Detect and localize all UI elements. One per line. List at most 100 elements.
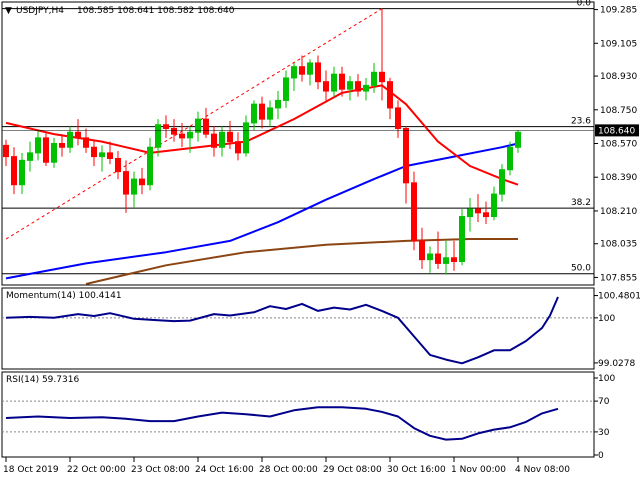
time-tick-label: 18 Oct 2019 <box>3 465 59 475</box>
candle-body <box>139 178 145 186</box>
price-axis: 109.285 109.105 108.930 108.750 108.570 108.3… <box>594 6 639 283</box>
candle-body <box>195 118 201 133</box>
price-panel-frame <box>1 1 595 286</box>
candle-body <box>315 62 321 83</box>
candle-body <box>203 118 209 135</box>
time-tick-label: 4 Nov 08:00 <box>515 465 570 475</box>
momentum-title: Momentum(14) 100.4141 <box>6 291 122 301</box>
price-tick-label: 108.570 <box>600 140 637 150</box>
candle-body <box>59 143 65 148</box>
momentum-panel-frame <box>1 287 595 370</box>
candle-body <box>243 122 249 154</box>
chart-symbol: USDJPY,H4 <box>16 6 64 16</box>
candle-body <box>299 66 305 75</box>
sma-slow-line <box>85 238 518 285</box>
candle-body <box>267 107 273 120</box>
candle-body <box>291 66 297 79</box>
time-tick-label: 29 Oct 08:00 <box>323 465 382 475</box>
candle-body <box>99 152 105 158</box>
candle-body <box>507 146 513 171</box>
candle-body <box>387 81 393 109</box>
candle-body <box>355 81 361 92</box>
candle-body <box>115 157 121 173</box>
candle-body <box>307 62 313 75</box>
time-axis: 18 Oct 2019 22 Oct 00:00 23 Oct 08:00 24 Oc… <box>3 457 570 475</box>
candle-body <box>483 212 489 218</box>
candle-body <box>91 146 97 158</box>
candle-body <box>83 137 89 148</box>
candle-body <box>75 131 81 139</box>
candle-body <box>347 81 353 90</box>
candle-body <box>331 73 337 92</box>
candle-body <box>419 240 425 261</box>
time-tick-label: 23 Oct 08:00 <box>131 465 190 475</box>
candle-body <box>451 257 457 263</box>
fib-level-label: 0.0 <box>577 0 592 9</box>
candle-body <box>123 171 129 195</box>
candle-body <box>459 216 465 263</box>
candle-body <box>275 99 281 109</box>
candle-body <box>395 107 401 130</box>
time-tick-label: 28 Oct 00:00 <box>259 465 318 475</box>
candle-body <box>363 84 369 92</box>
candle-body <box>515 131 521 148</box>
rsi-tick-label: 0 <box>598 451 604 461</box>
candle-body <box>435 253 441 264</box>
candle-body <box>155 124 161 148</box>
fib-level-label: 50.0 <box>571 264 591 274</box>
rsi-tick-label: 30 <box>598 428 610 438</box>
candle-body <box>339 73 345 90</box>
candle-body <box>227 131 233 143</box>
price-tick-label: 108.750 <box>600 106 637 116</box>
rsi-title: RSI(14) 59.7316 <box>6 375 79 385</box>
candle-body <box>107 152 113 159</box>
candle-body <box>27 152 33 161</box>
price-tick-label: 107.855 <box>600 273 637 283</box>
price-series <box>2 8 594 285</box>
momentum-tick-label: 100 <box>598 314 615 324</box>
fib-level-label: 38.2 <box>571 198 591 208</box>
momentum-tick-label: 100.4801 <box>598 292 640 302</box>
candle-body <box>187 131 193 139</box>
rsi-indicator: 100 70 30 0 <box>2 374 615 461</box>
candle-body <box>11 156 17 186</box>
current-price-tag <box>595 124 639 137</box>
price-reference-lines: 0.0 23.6 38.2 50.0 <box>2 0 594 275</box>
candle-body <box>411 182 417 242</box>
current-price-label: 108.640 <box>598 126 635 136</box>
candle-body <box>371 71 377 86</box>
candle-body <box>211 133 217 148</box>
candle-body <box>427 253 433 261</box>
candle-body <box>51 143 57 163</box>
candle-body <box>403 128 409 184</box>
rsi-tick-label: 100 <box>598 374 615 384</box>
time-tick-label: 22 Oct 00:00 <box>67 465 126 475</box>
candle-body <box>283 77 289 101</box>
momentum-tick-label: 99.0278 <box>598 359 635 369</box>
candle-body <box>251 103 257 124</box>
candle-body <box>259 103 265 120</box>
fib-level-label: 23.6 <box>571 117 591 127</box>
price-tick-label: 108.930 <box>600 72 637 82</box>
candle-body <box>323 81 329 92</box>
momentum-indicator: 100.4801 100 99.0278 <box>2 292 640 369</box>
rsi-panel-frame <box>1 371 595 458</box>
candle-body <box>171 128 177 135</box>
candle-body <box>147 146 153 186</box>
sma-mid-line <box>5 142 519 280</box>
candle-body <box>491 193 497 218</box>
chart-ohlc: 108.585 108.641 108.582 108.640 <box>77 6 235 16</box>
candle-body <box>499 169 505 195</box>
candle-body <box>131 178 137 195</box>
candle-body <box>443 257 449 264</box>
price-tick-label: 108.210 <box>600 207 637 217</box>
trend-line <box>5 8 383 240</box>
candle-body <box>179 133 185 139</box>
candle-body <box>43 137 49 163</box>
candle-body <box>475 208 481 214</box>
time-tick-label: 1 Nov 00:00 <box>451 465 506 475</box>
candle-body <box>19 159 25 186</box>
price-tick-label: 108.390 <box>600 173 637 183</box>
rsi-line <box>5 406 559 441</box>
candle-body <box>67 131 73 148</box>
